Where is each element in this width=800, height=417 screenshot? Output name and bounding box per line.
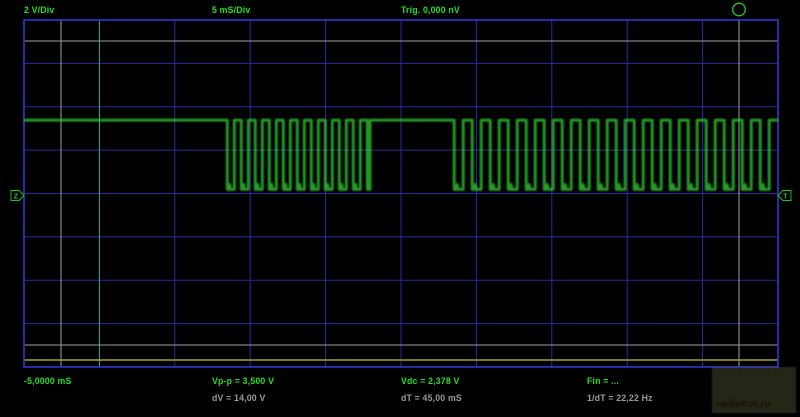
svg-text:Z: Z xyxy=(14,194,19,201)
svg-text:T: T xyxy=(783,194,788,201)
